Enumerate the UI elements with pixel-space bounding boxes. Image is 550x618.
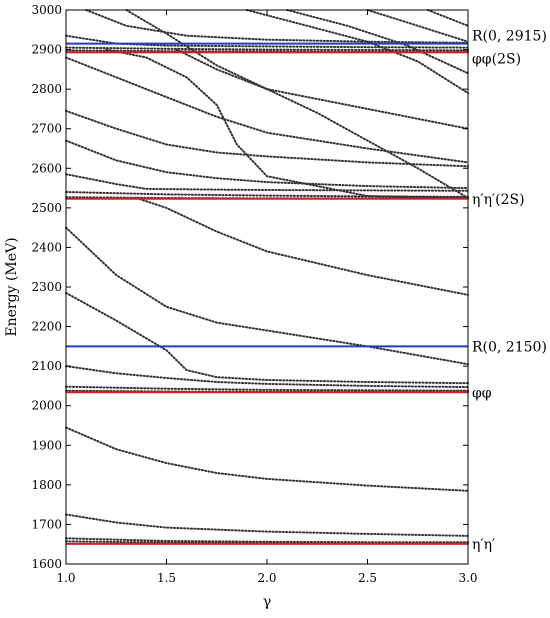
y-axis-label: Energy (MeV): [4, 237, 20, 336]
x-tick-label-2.0: 2.0: [257, 571, 276, 585]
threshold-label-3: η′η′(2S): [472, 192, 525, 208]
dotted-curve-8: [65, 291, 469, 385]
dotted-curve-9: [65, 226, 469, 366]
y-tick-label-2400: 2400: [31, 240, 62, 254]
axis-ticks: [65, 9, 469, 565]
y-tick-label-2700: 2700: [31, 122, 62, 136]
dotted-curve-3: [65, 513, 469, 537]
dotted-curve-13: [135, 197, 469, 296]
threshold-label-1: R(0, 2915): [472, 29, 547, 45]
threshold-labels: R(0, 2915) φφ(2S) η′η′(2S) R(0, 2150) φφ η′η′: [472, 29, 547, 553]
dotted-curve-24: [245, 9, 469, 95]
dotted-curve-16: [65, 56, 469, 164]
dotted-curve-19: [125, 9, 469, 130]
dotted-curve-2: [65, 537, 469, 544]
dotted-curve-12: [65, 173, 469, 192]
dotted-curve-25: [286, 9, 469, 75]
dotted-curves: [65, 9, 469, 545]
y-tick-label-2300: 2300: [31, 280, 62, 294]
dotted-curve-22: [65, 34, 469, 49]
dotted-curve-27: [426, 9, 469, 27]
dotted-curve-14: [65, 139, 469, 190]
y-tick-label-1900: 1900: [31, 438, 62, 452]
dotted-curve-17: [105, 48, 469, 199]
threshold-label-6: η′η′: [472, 537, 495, 553]
y-tick-label-2000: 2000: [31, 399, 62, 413]
threshold-lines: [66, 42, 468, 545]
x-axis-label: γ: [263, 594, 271, 610]
x-tick-label-1.0: 1.0: [56, 571, 75, 585]
plot-frame: [65, 9, 469, 565]
y-tick-label-3000: 3000: [31, 3, 62, 17]
y-tick-label-2800: 2800: [31, 82, 62, 96]
dotted-curve-21: [65, 46, 469, 52]
dotted-curve-26: [366, 9, 469, 43]
y-tick-label-1600: 1600: [31, 557, 62, 571]
y-tick-label-2200: 2200: [31, 320, 62, 334]
dotted-curve-6: [65, 385, 469, 392]
dotted-curve-15: [65, 109, 469, 168]
y-tick-label-1800: 1800: [31, 478, 62, 492]
y-tick-label-2900: 2900: [31, 43, 62, 57]
dotted-curve-18: [175, 48, 469, 199]
threshold-label-4: R(0, 2150): [472, 339, 547, 355]
y-tick-label-2600: 2600: [31, 161, 62, 175]
threshold-label-2: φφ(2S): [472, 51, 521, 67]
tick-labels: 1600 1700 1800 1900 2000 2100 2200 2300 2400 2500…: [31, 3, 477, 585]
dotted-curve-4: [65, 426, 469, 492]
x-tick-label-2.5: 2.5: [358, 571, 377, 585]
threshold-label-5: φφ: [472, 385, 492, 401]
y-tick-label-2100: 2100: [31, 359, 62, 373]
y-tick-label-1700: 1700: [31, 517, 62, 531]
x-tick-label-1.5: 1.5: [157, 571, 176, 585]
dotted-curve-7: [65, 365, 469, 389]
dotted-curve-23: [85, 9, 469, 44]
x-tick-label-3.0: 3.0: [458, 571, 477, 585]
y-tick-label-2500: 2500: [31, 201, 62, 215]
